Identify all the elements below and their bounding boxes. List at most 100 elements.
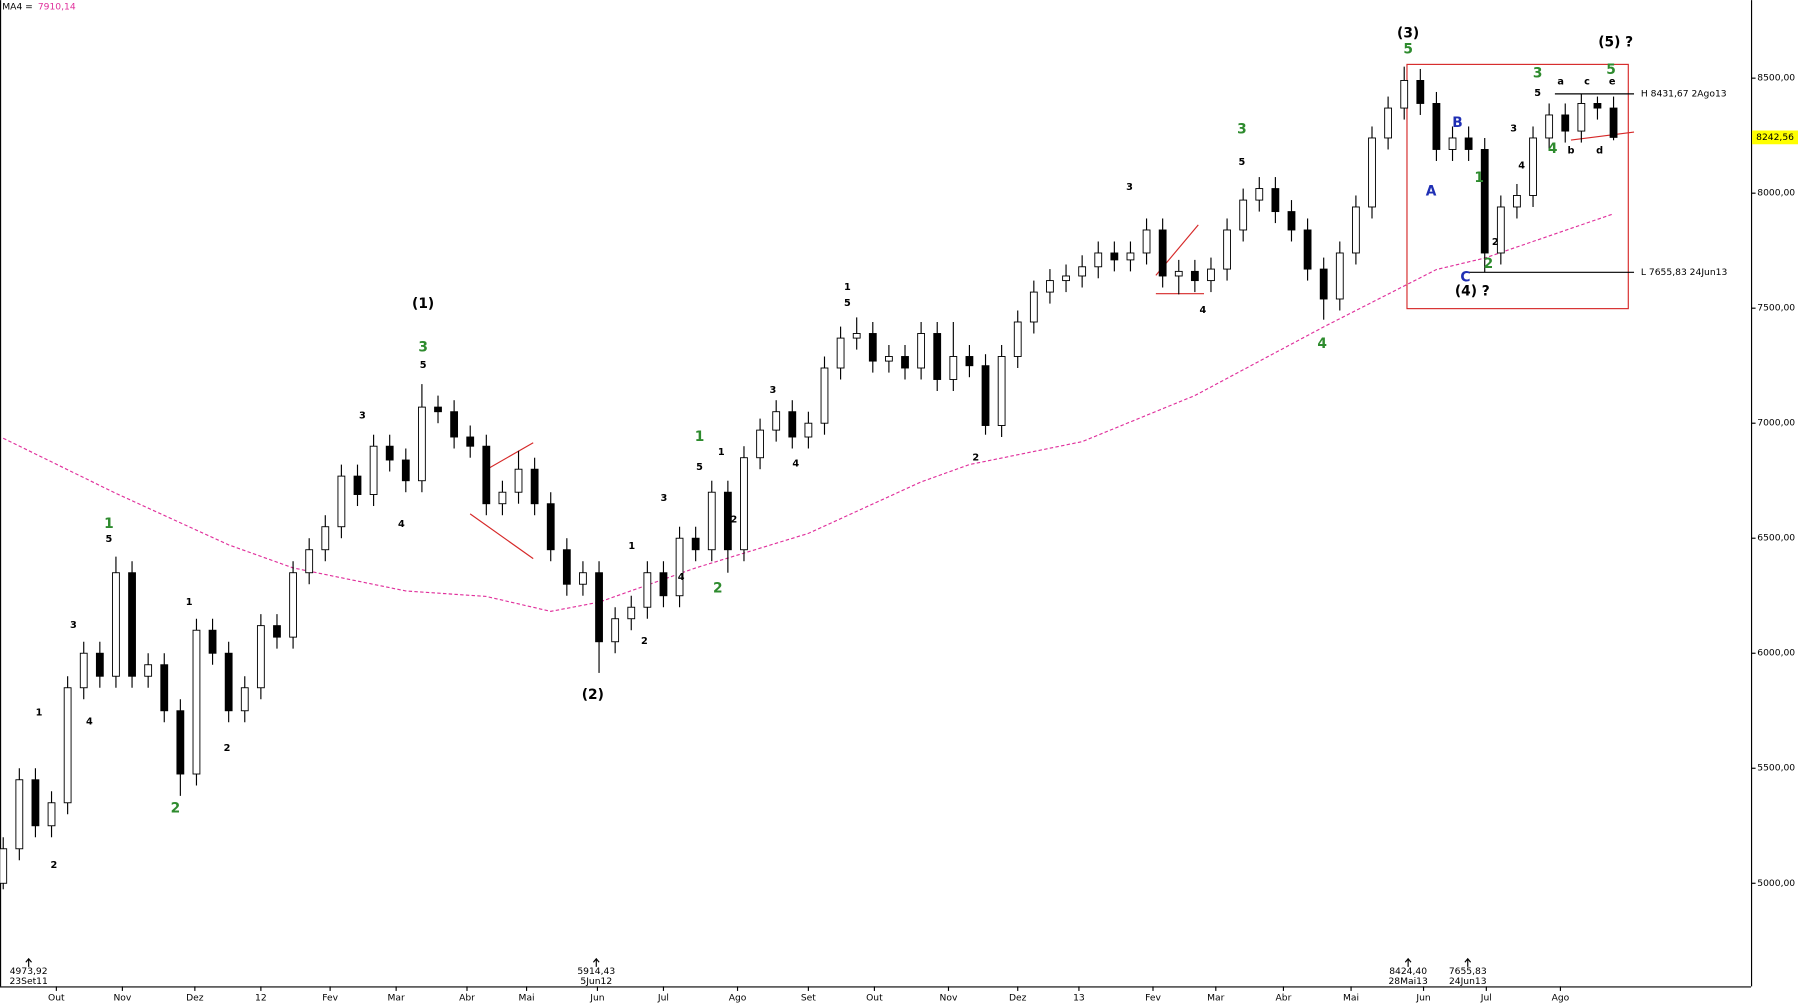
candle-body — [1013, 321, 1022, 357]
x-tick-label: Mai — [519, 992, 535, 1003]
candle-body — [740, 457, 748, 551]
x-tick-label: Jul — [657, 992, 669, 1003]
candle-body — [804, 422, 813, 438]
x-tick-label: Out — [866, 992, 883, 1003]
candle-body — [63, 687, 72, 804]
wave-label: 1 — [104, 516, 114, 532]
candle-body — [1207, 268, 1215, 282]
x-tick-label: Mai — [1343, 992, 1359, 1003]
x-tick-label: Jul — [1480, 992, 1492, 1003]
wave-label: 1 — [844, 282, 851, 293]
candle-body — [820, 367, 829, 424]
wave-label: b — [1567, 145, 1574, 156]
candle-body — [498, 491, 507, 505]
y-tick-label: 7000,00 — [1757, 418, 1795, 429]
candle-body — [1577, 103, 1586, 132]
wave-label: 5 — [106, 534, 113, 545]
candle-body — [707, 491, 716, 551]
wave-label: 4 — [678, 572, 685, 583]
candle-body — [546, 503, 555, 551]
candle-body — [981, 365, 990, 426]
wave-label: 2 — [730, 515, 737, 526]
extreme-price: 5914,43 — [577, 966, 615, 977]
wave-label: a — [1557, 77, 1564, 88]
candle-body — [1480, 149, 1489, 254]
wave-label: 1 — [628, 541, 635, 552]
candle-body — [1513, 195, 1521, 208]
x-tick-label: Mar — [1207, 992, 1225, 1003]
candle-body — [385, 445, 394, 461]
candle-body — [836, 337, 845, 369]
candle-body — [530, 468, 539, 505]
wave-label: (1) — [412, 296, 434, 312]
wave-label: 4 — [1317, 336, 1327, 352]
candle-body — [112, 572, 120, 677]
candle-body — [1561, 114, 1570, 132]
candle-body — [1287, 211, 1296, 231]
candle-body — [1432, 103, 1441, 150]
candle-body — [965, 356, 974, 367]
wave-label: 2 — [171, 801, 181, 817]
wave-label: 2 — [51, 860, 58, 871]
x-tick-label: Jun — [589, 992, 605, 1003]
candle-body — [852, 333, 861, 339]
candle-body — [1464, 137, 1473, 150]
candle-body — [1255, 188, 1264, 201]
candle-body — [466, 436, 475, 447]
candle-body — [901, 356, 909, 369]
candle-body — [949, 356, 958, 380]
candle-body — [1368, 137, 1376, 208]
candle-body — [756, 429, 764, 459]
wave-label: 5 — [1403, 41, 1413, 57]
wave-label: e — [1609, 77, 1616, 88]
candle-body — [1110, 252, 1119, 261]
wave-label: (4) ? — [1455, 283, 1490, 299]
wave-label: 5 — [696, 462, 703, 473]
wave-label: 5 — [844, 298, 851, 309]
candle-body — [1190, 270, 1199, 282]
moving-average — [2, 213, 1614, 612]
candle-body — [1609, 107, 1618, 138]
extreme-date: 5Jun12 — [580, 976, 612, 987]
candle-body — [627, 606, 636, 620]
y-tick-label: 5000,00 — [1757, 878, 1795, 889]
x-tick-label: 12 — [255, 992, 267, 1003]
candle-body — [788, 411, 797, 438]
level-label: H 8431,67 2Ago13 — [1641, 88, 1727, 99]
wave-label: (5) ? — [1598, 35, 1633, 51]
candle-body — [305, 549, 314, 574]
wave-label: 1 — [36, 707, 43, 718]
x-tick-label: Ago — [729, 992, 747, 1003]
wave-label: 3 — [359, 410, 366, 421]
candle-body — [1062, 275, 1070, 282]
wave-label: c — [1584, 77, 1590, 88]
wave-label: 3 — [1510, 124, 1517, 135]
candle-body — [643, 572, 652, 608]
wave-label: 2 — [1484, 256, 1494, 272]
extreme-price: 8424,40 — [1389, 966, 1427, 977]
y-tick-label: 7500,00 — [1757, 303, 1795, 314]
x-tick-label: Ago — [1552, 992, 1570, 1003]
candle-body — [160, 664, 169, 712]
wave-label: 5 — [1238, 157, 1245, 168]
last-close-label: 8242,56 — [1756, 132, 1794, 143]
candle-body — [337, 475, 346, 528]
candle-body — [144, 664, 153, 677]
extreme-price: 4973,92 — [10, 966, 48, 977]
x-tick-label: Abr — [459, 992, 475, 1003]
candle-body — [1303, 229, 1312, 270]
candle-body — [579, 572, 587, 585]
last-close-box — [1752, 130, 1798, 145]
wave-label: 4 — [1518, 160, 1525, 171]
candle-body — [369, 445, 378, 495]
candle-body — [691, 537, 700, 551]
candle-body — [31, 779, 40, 827]
candle-body — [1416, 80, 1425, 104]
wave-label: 4 — [1199, 305, 1206, 316]
candle-body — [192, 629, 201, 775]
candle-body — [482, 445, 491, 505]
y-tick-label: 8500,00 — [1757, 73, 1795, 84]
candle-body — [1593, 103, 1602, 109]
